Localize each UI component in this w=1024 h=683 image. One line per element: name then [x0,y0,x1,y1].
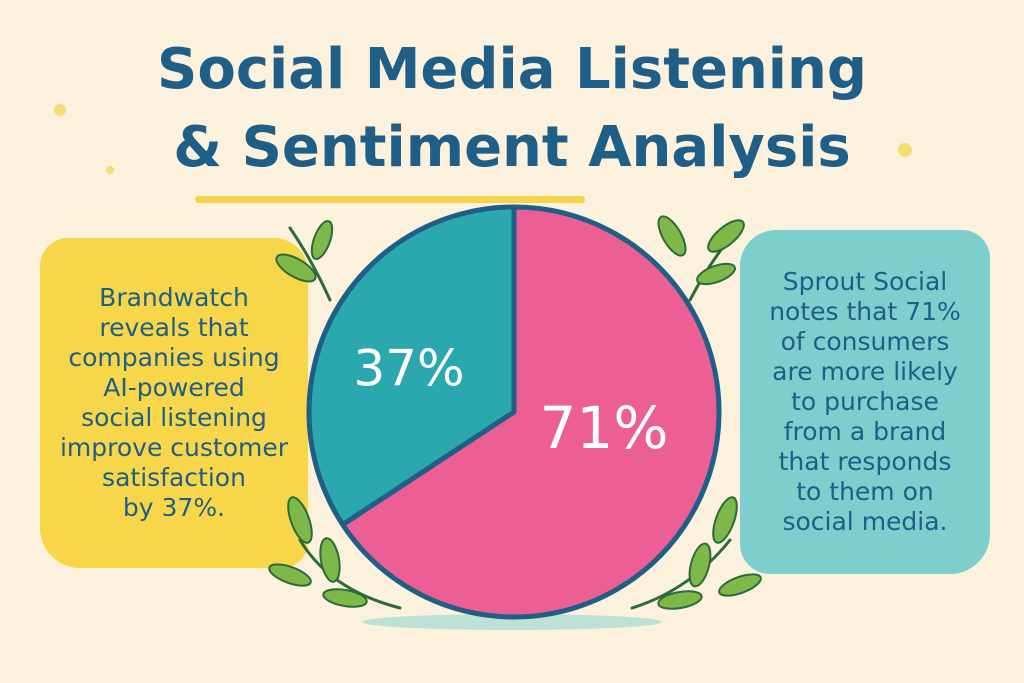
callout-line: social listening [81,403,267,432]
leaf-branch-icon [657,215,745,302]
pie-slice [340,204,722,620]
decor-dot [898,143,912,157]
callout-line: companies using [68,343,280,372]
callout-line: notes that 71% [769,297,961,326]
pie-slice-label: 71% [540,394,669,462]
pie-slice-label: 37% [353,340,464,398]
callout-line: improve customer [59,433,289,462]
chart-shadow [362,614,662,630]
callout-line: are more likely [772,357,958,386]
callout-line: reveals that [99,313,249,342]
callout-line: by 37%. [122,493,226,522]
decor-dot [54,104,66,116]
callout-line: to them on [796,477,934,506]
callout-line: of consumers [780,327,950,356]
callout-line: satisfaction [102,463,246,492]
pie-labels: 37% 71% [353,340,668,463]
callout-line: Sprout Social [782,267,948,296]
callout-line: Brandwatch [99,283,249,312]
callout-line: from a brand [783,417,947,446]
title-line-2: & Sentiment Analysis [173,115,851,180]
callout-line: that responds [778,447,952,476]
title-line-1: Social Media Listening [157,37,867,102]
leaf-branch-icon [275,220,334,302]
brandwatch-callout: Brandwatch reveals that companies using … [40,238,308,568]
callout-line: social media. [782,507,948,536]
sprout-social-callout: Sprout Social notes that 71% of consumer… [740,230,990,574]
title-underline [195,196,585,203]
pie-slices [306,204,722,620]
leaf-branch-icon [630,496,762,610]
leaf-branch-icon [268,496,402,610]
callout-line: AI-powered [103,373,245,402]
callout-line: to purchase [791,387,939,416]
decor-dot [106,166,114,174]
